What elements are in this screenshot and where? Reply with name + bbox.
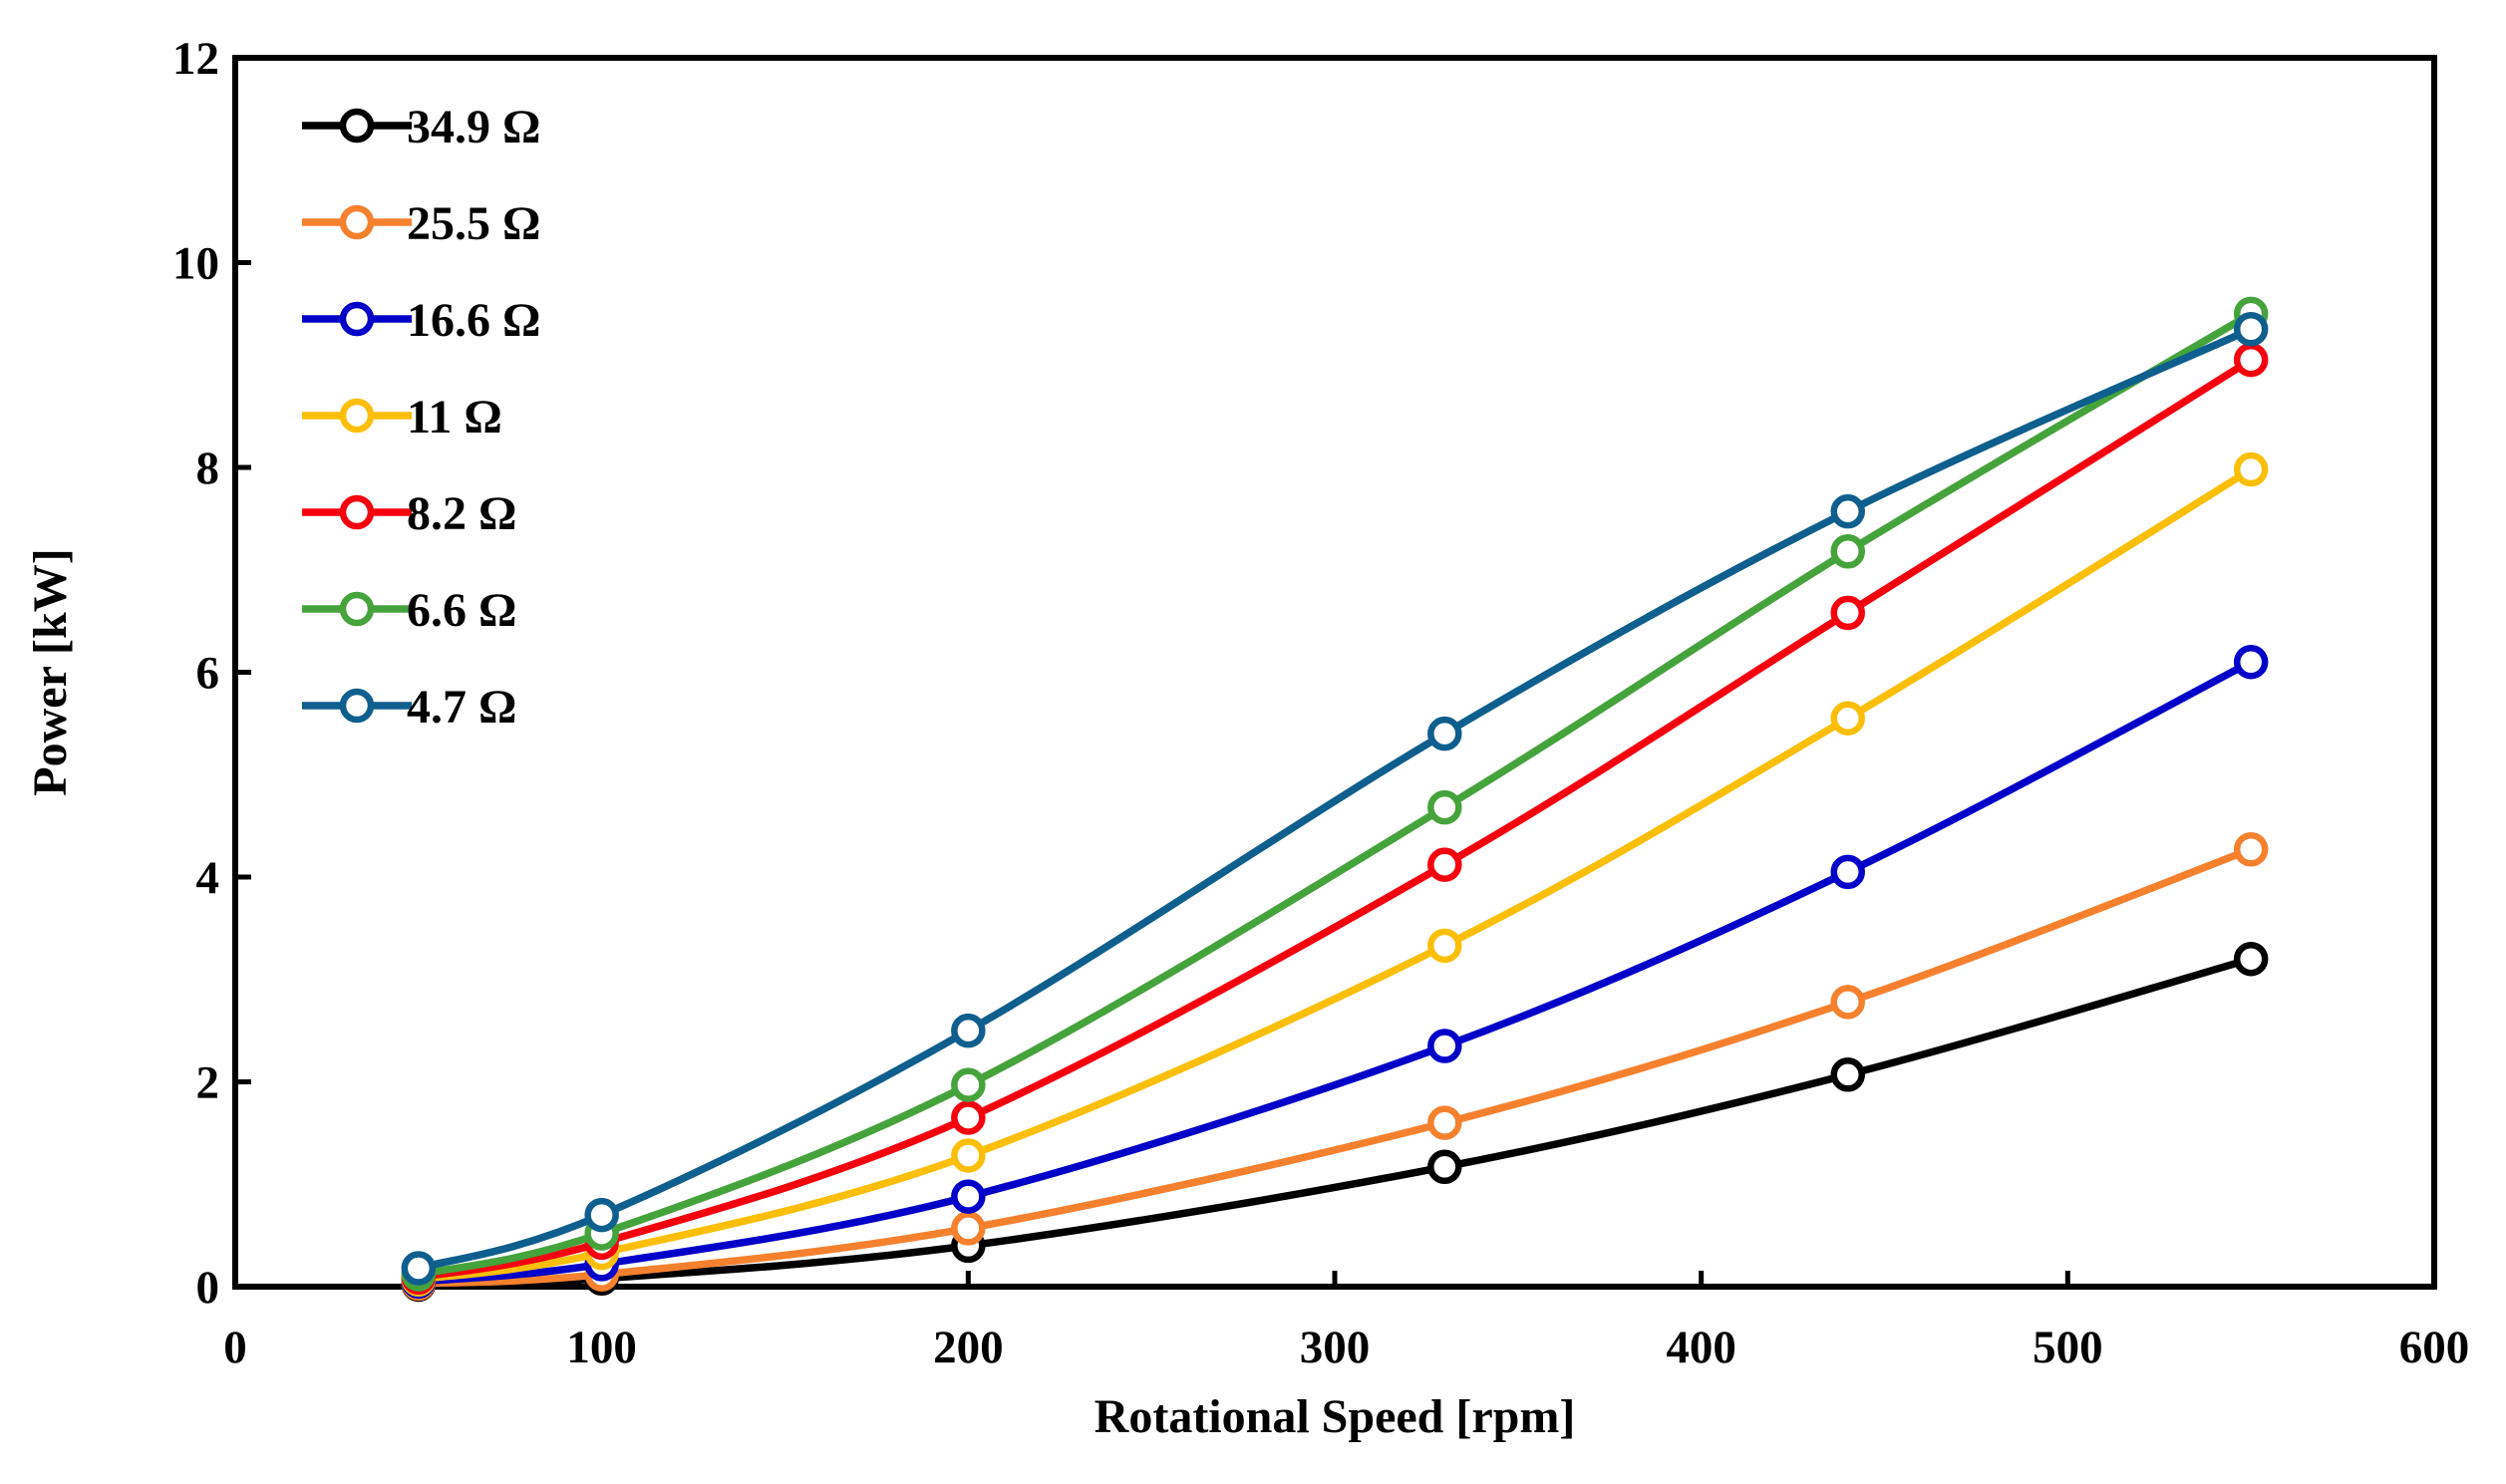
data-point — [1830, 493, 1865, 529]
x-tick-label: 300 — [1300, 1322, 1371, 1373]
data-point — [2233, 832, 2269, 867]
legend-label: 11 Ω — [407, 391, 502, 444]
x-tick-label: 100 — [566, 1322, 637, 1373]
data-point — [951, 1067, 986, 1102]
y-tick-label: 12 — [172, 33, 219, 85]
legend-label: 6.6 Ω — [407, 584, 516, 637]
series-2 — [401, 644, 2269, 1300]
data-point — [1830, 985, 1865, 1020]
data-point — [1427, 1029, 1462, 1063]
legend: 34.9 Ω 25.5 Ω 16.6 Ω 11 Ω 8.2 Ω 6.6 Ω 4.7 Ω — [302, 101, 540, 734]
series-line — [415, 465, 2255, 1284]
series-line — [415, 325, 2255, 1273]
legend-marker — [339, 494, 375, 530]
y-tick-label: 2 — [196, 1057, 220, 1109]
data-point — [1427, 928, 1462, 964]
data-point — [2233, 451, 2269, 487]
legend-marker — [339, 398, 375, 434]
x-tick-label: 500 — [2033, 1322, 2103, 1373]
data-point — [1830, 701, 1865, 736]
legend-marker — [339, 301, 375, 337]
legend-label: 8.2 Ω — [407, 487, 516, 540]
legend-marker — [339, 688, 375, 724]
legend-item: 25.5 Ω — [302, 197, 540, 250]
legend-item: 8.2 Ω — [302, 487, 516, 540]
plot-area-frame — [232, 55, 2437, 1290]
legend-marker — [339, 204, 375, 240]
legend-label: 4.7 Ω — [407, 681, 516, 734]
y-tick-label: 4 — [196, 852, 220, 904]
y-tick-label: 8 — [196, 443, 220, 494]
legend-item: 34.9 Ω — [302, 101, 540, 153]
series-line — [415, 356, 2255, 1282]
data-point — [1427, 789, 1462, 825]
legend-marker — [339, 108, 375, 144]
series-layer — [401, 296, 2269, 1303]
data-point — [951, 1138, 986, 1173]
legend-item: 4.7 Ω — [302, 681, 516, 734]
x-tick-label: 600 — [2399, 1322, 2470, 1373]
data-point — [2233, 941, 2269, 977]
data-point — [1830, 1057, 1865, 1092]
y-tick-label: 10 — [172, 238, 219, 290]
data-point — [1427, 1149, 1462, 1185]
y-tick-label: 6 — [196, 648, 220, 700]
axis-ticks: 0 100 200 300 400 500 600 0 2 4 6 8 10 12 — [172, 33, 2469, 1373]
series-line — [415, 310, 2255, 1279]
data-point — [1427, 1105, 1462, 1140]
x-tick-label: 400 — [1666, 1322, 1736, 1373]
legend-item: 6.6 Ω — [302, 584, 516, 637]
y-axis-title: Power [kW] — [24, 548, 77, 795]
series-1 — [401, 832, 2269, 1302]
x-tick-label: 200 — [933, 1322, 1004, 1373]
legend-label: 25.5 Ω — [407, 197, 540, 250]
data-point — [2233, 342, 2269, 378]
data-point — [1830, 595, 1865, 631]
data-point — [2233, 644, 2269, 680]
x-axis-title: Rotational Speed [rpm] — [1095, 1390, 1576, 1443]
data-point — [401, 1251, 437, 1286]
data-point — [951, 1211, 986, 1246]
y-tick-label: 0 — [196, 1262, 220, 1314]
data-point — [1427, 716, 1462, 751]
legend-label: 16.6 Ω — [407, 294, 540, 347]
legend-marker — [339, 591, 375, 627]
data-point — [2233, 312, 2269, 347]
legend-label: 34.9 Ω — [407, 101, 540, 153]
x-tick-label: 0 — [223, 1322, 247, 1373]
data-point — [951, 1100, 986, 1135]
series-line — [415, 658, 2255, 1286]
series-6 — [401, 312, 2269, 1286]
legend-item: 11 Ω — [302, 391, 502, 444]
data-point — [951, 1179, 986, 1214]
data-point — [1830, 534, 1865, 569]
legend-item: 16.6 Ω — [302, 294, 540, 347]
data-point — [951, 1013, 986, 1048]
data-point — [1830, 854, 1865, 890]
data-point — [1427, 847, 1462, 882]
data-point — [584, 1197, 619, 1233]
